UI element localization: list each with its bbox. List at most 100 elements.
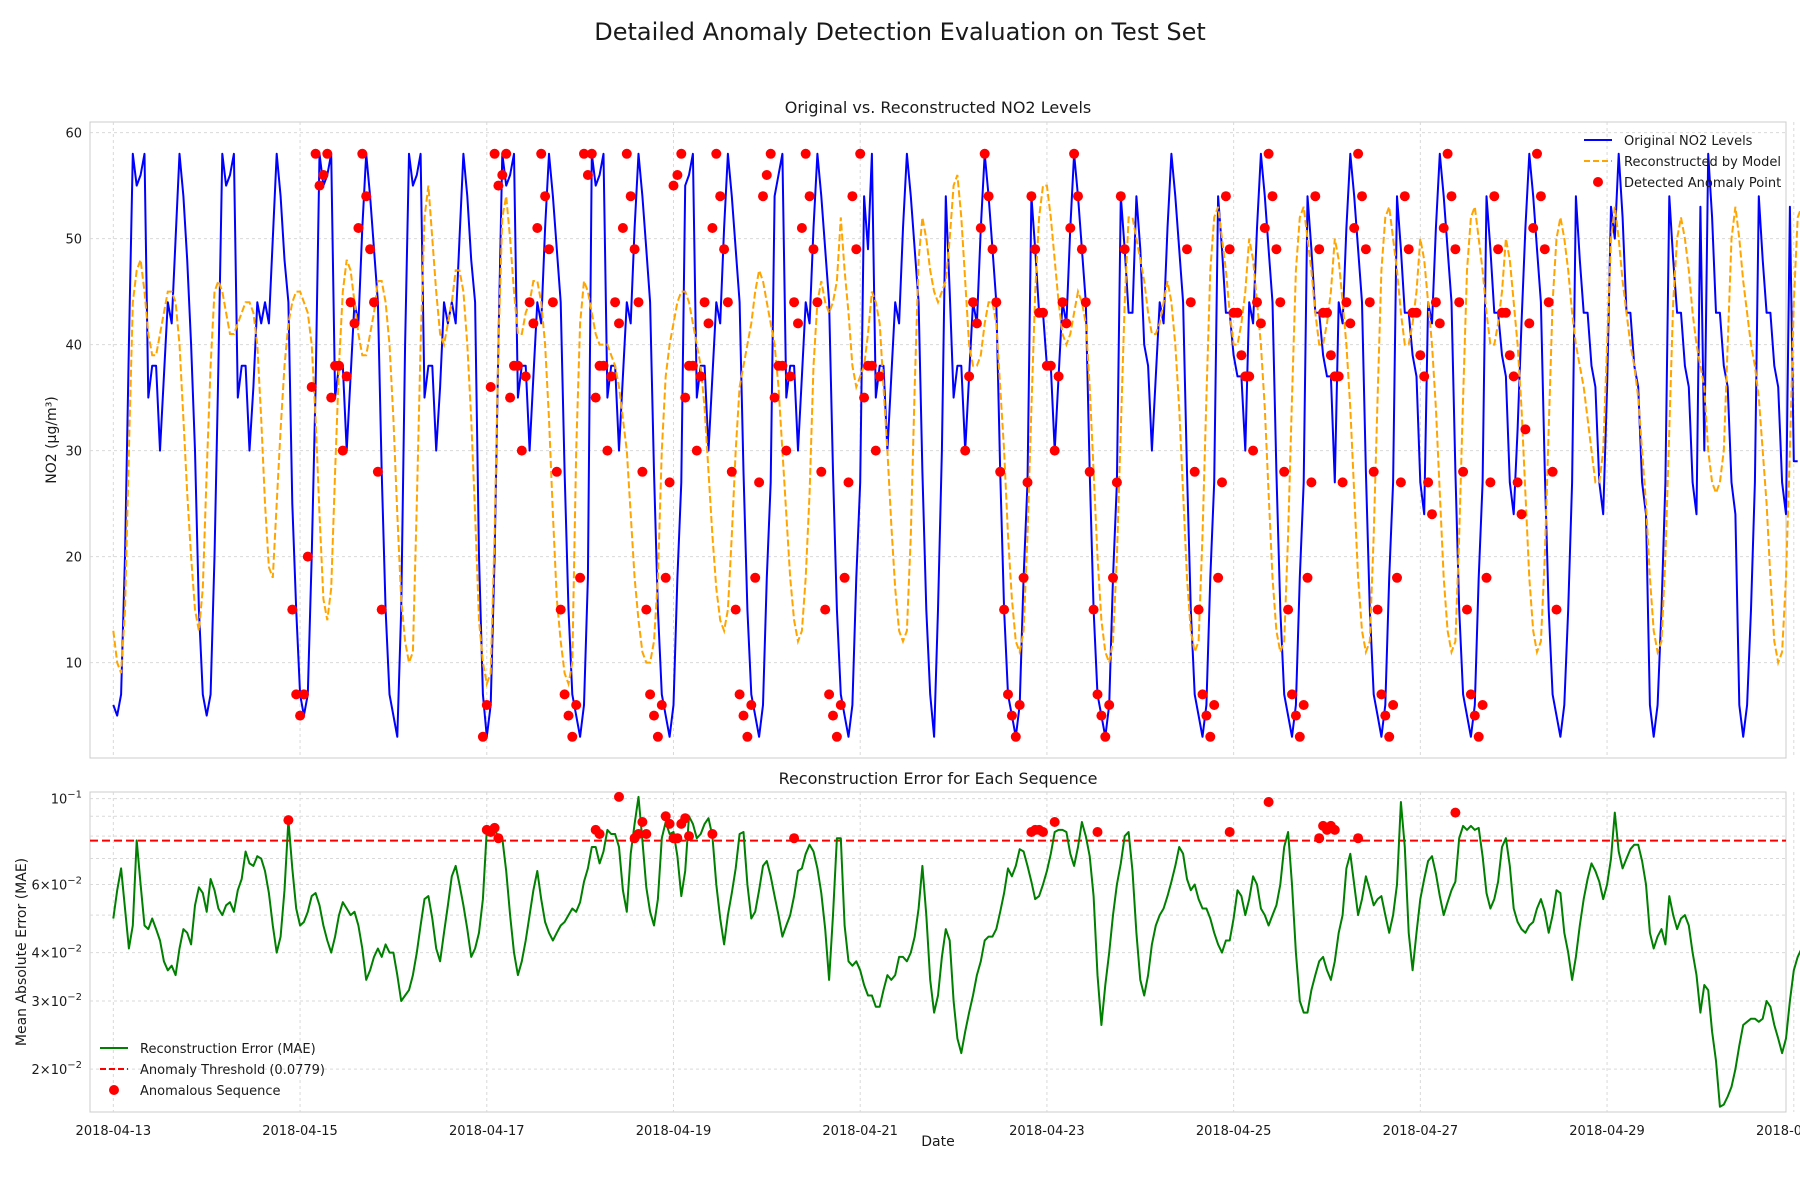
anomaly-point (617, 223, 628, 233)
anomalous-sequence-point (660, 811, 671, 822)
anomaly-point (964, 371, 975, 382)
x-tick-label: 2018-05-01 (1756, 1124, 1800, 1139)
anomaly-point (991, 297, 1002, 308)
anomaly-point (551, 466, 562, 477)
anomaly-point (1205, 731, 1216, 742)
anomaly-point (606, 371, 617, 382)
anomalous-sequence-point (1263, 797, 1274, 807)
anomaly-point (544, 244, 554, 255)
anomaly-point (800, 148, 811, 159)
anomaly-point (742, 731, 753, 742)
anomaly-point (1197, 689, 1208, 700)
anomaly-point (1438, 223, 1449, 233)
anomaly-point (975, 223, 986, 233)
anomaly-point (711, 148, 722, 159)
anomaly-point (835, 700, 846, 710)
anomaly-point (505, 392, 516, 403)
x-axis-ticks: 2018-04-13 2018-04-15 2018-04-17 2018-04-19… (76, 1124, 1800, 1139)
anomaly-point (777, 360, 788, 371)
anomalous-sequence-point (493, 833, 504, 844)
anomaly-point (1217, 477, 1227, 488)
anomaly-point (843, 477, 854, 488)
anomaly-point (715, 191, 726, 202)
anomaly-point (656, 700, 667, 710)
anomalous-sequence-point (1049, 817, 1060, 827)
anomaly-point (1267, 191, 1278, 202)
anomalous-sequence-point (637, 817, 648, 827)
anomaly-point (1454, 297, 1465, 308)
top-y-tick-label: 20 (65, 551, 82, 566)
bottom-y-tick-label: 10−1 (51, 790, 82, 808)
anomaly-point (820, 604, 831, 615)
anomaly-point (1006, 710, 1017, 721)
anomaly-point (660, 572, 671, 583)
anomaly-point (633, 297, 644, 308)
anomaly-point (960, 445, 971, 456)
anomaly-point (1508, 371, 1519, 382)
anomaly-point (1442, 148, 1453, 159)
legend-label-reconstructed: Reconstructed by Model (1624, 155, 1781, 170)
anomaly-point (1341, 297, 1352, 308)
anomalous-sequence-point (489, 822, 500, 833)
anomaly-point (796, 223, 807, 233)
anomaly-point (481, 700, 492, 710)
anomaly-point (485, 382, 496, 392)
bottom-series (90, 791, 1800, 1108)
anomaly-point (1458, 466, 1469, 477)
anomaly-point (1532, 148, 1542, 159)
anomaly-point (1345, 318, 1356, 329)
top-y-tick-label: 30 (65, 445, 82, 460)
anomaly-point (1053, 371, 1064, 382)
anomaly-point (1275, 297, 1286, 308)
anomaly-point (738, 710, 749, 721)
anomaly-point (563, 710, 574, 721)
anomaly-point (372, 466, 383, 477)
anomalous-sequence-point (1224, 827, 1235, 837)
anomaly-point (614, 318, 624, 329)
anomaly-point (1446, 191, 1457, 202)
anomaly-point (746, 700, 757, 710)
anomaly-point (1232, 307, 1243, 318)
anomaly-point (808, 244, 819, 255)
anomalous-sequence-point (633, 829, 644, 839)
anomaly-point (1423, 477, 1434, 488)
anomaly-point (1271, 244, 1282, 255)
anomaly-point (789, 297, 800, 308)
anomaly-point (1427, 509, 1437, 520)
anomaly-point (540, 191, 551, 202)
anomaly-point (1310, 191, 1321, 202)
anomaly-point (1119, 244, 1130, 255)
anomalous-sequence-point (707, 829, 718, 839)
anomaly-point (1547, 466, 1558, 477)
anomaly-point (1434, 318, 1445, 329)
x-tick-label: 2018-04-17 (449, 1124, 525, 1139)
anomaly-point (1057, 297, 1068, 308)
anomaly-point (641, 604, 652, 615)
anomaly-point (575, 572, 586, 583)
anomaly-point (758, 191, 768, 202)
anomaly-point (291, 689, 302, 700)
anomaly-point (501, 148, 512, 159)
anomaly-point (1003, 689, 1013, 700)
anomaly-point (1524, 318, 1535, 329)
anomaly-point (1294, 731, 1305, 742)
anomalous-sequence-point (684, 831, 694, 842)
anomaly-point (341, 371, 352, 382)
anomaly-point (1512, 477, 1523, 488)
x-tick-label: 2018-04-19 (636, 1124, 712, 1139)
anomaly-point (298, 689, 309, 700)
anomaly-point (1465, 689, 1476, 700)
anomaly-point (1485, 477, 1496, 488)
legend-label-mae: Reconstruction Error (MAE) (140, 1042, 316, 1057)
anomaly-point (532, 223, 543, 233)
anomaly-point (1220, 191, 1231, 202)
anomaly-point (971, 318, 982, 329)
anomaly-point (761, 170, 772, 180)
anomaly-point (337, 445, 348, 456)
anomaly-point (1201, 710, 1212, 721)
anomaly-point (866, 360, 877, 371)
anomaly-point (750, 572, 761, 583)
anomaly-point (365, 244, 376, 255)
anomaly-point (999, 604, 1010, 615)
anomaly-point (645, 689, 656, 700)
